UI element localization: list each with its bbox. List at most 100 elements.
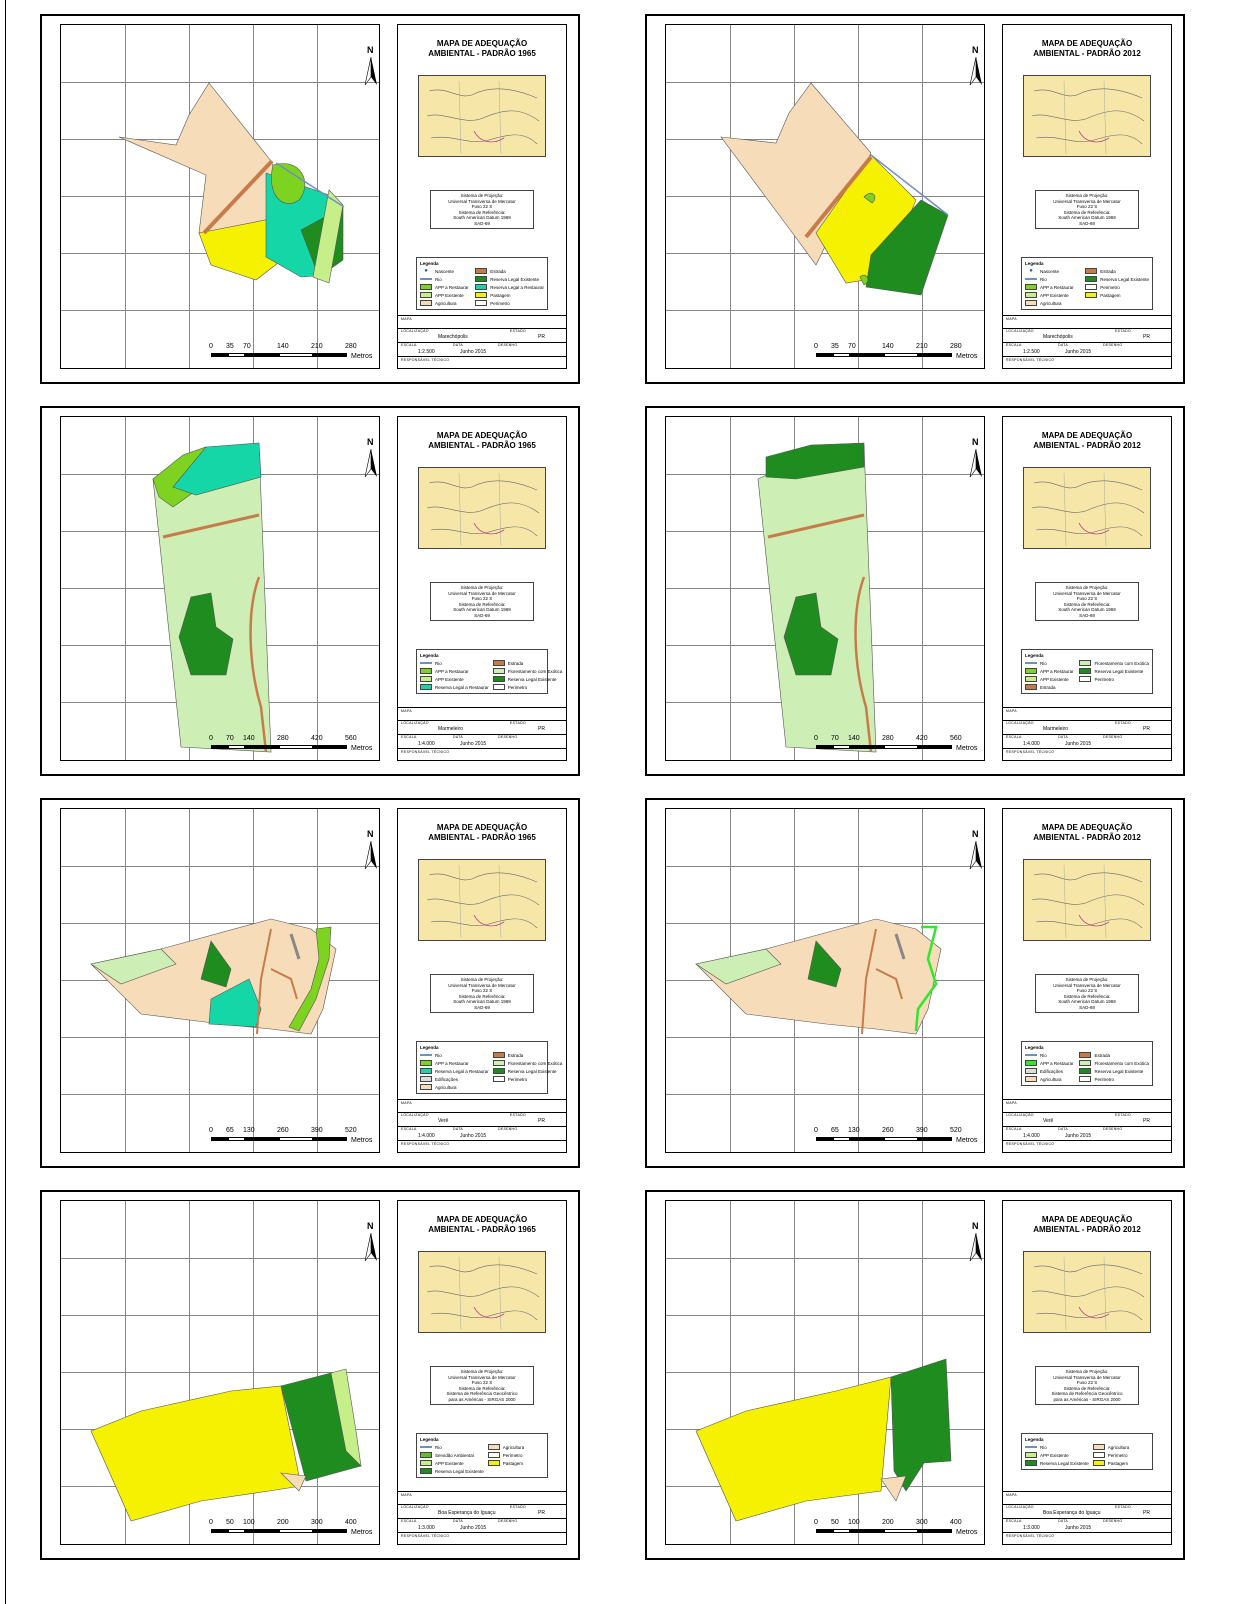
scale-tick-label: 70 — [831, 735, 839, 742]
grid-line — [253, 1201, 254, 1544]
legend-title: Legenda — [420, 261, 439, 266]
legend-label: Nascente — [1040, 268, 1060, 274]
projection-line: SAD-69 — [474, 612, 490, 618]
legend-item: Rio — [420, 660, 489, 666]
map-title: MAPA DE ADEQUAÇÃO AMBIENTAL - PADRÃO 196… — [398, 39, 566, 59]
land-use-map — [118, 82, 345, 284]
legend-label: APP Existente — [1040, 292, 1069, 298]
land-use-polygon — [890, 1358, 952, 1492]
tb-label-responsavel: RESPONSÁVEL TÉCNICO — [1006, 1142, 1055, 1146]
scale-segment — [850, 353, 884, 357]
land-use-polygon — [695, 1376, 892, 1522]
legend-item: Reserva Legal Existente — [1085, 276, 1149, 282]
tb-label-responsavel: RESPONSÁVEL TÉCNICO — [1006, 750, 1055, 754]
map-title-line2: AMBIENTAL - PADRÃO 2012 — [1033, 49, 1141, 58]
linear-feature — [270, 968, 298, 1000]
grid-line — [666, 1258, 984, 1259]
scale-segment — [884, 1529, 918, 1533]
land-use-polygon — [90, 948, 177, 985]
legend-swatch — [1025, 1460, 1037, 1466]
legend-item: Estrada — [475, 268, 544, 274]
legend-swatch — [1025, 1060, 1037, 1066]
legend-item: Servidão Ambiental — [420, 1452, 484, 1458]
legend-title: Legenda — [1025, 1437, 1044, 1442]
projection-line: Universal Transversa de Mercator — [448, 1374, 516, 1380]
scale-segment — [279, 1137, 313, 1141]
north-label: N — [367, 437, 374, 447]
map-legend: Legenda Rio Agricultura Servidão Ambiental P… — [416, 1433, 548, 1478]
tb-label-responsavel: RESPONSÁVEL TÉCNICO — [401, 358, 450, 362]
map-legend: Legenda Rio Agricultura APP Existente Períme… — [1021, 1433, 1153, 1470]
legend-item: Estrada — [1079, 1052, 1149, 1058]
projection-line: SAD-69 — [1079, 220, 1095, 226]
legend-swatch — [420, 1068, 432, 1074]
legend-item: Agricultura — [420, 300, 471, 306]
legend-label: Reserva Legal Existente — [490, 276, 539, 282]
map-sidebar: MAPA DE ADEQUAÇÃO AMBIENTAL - PADRÃO 201… — [1002, 1200, 1172, 1545]
north-arrow-icon — [364, 448, 377, 478]
scale-tick-label: 420 — [311, 735, 323, 742]
grid-line — [794, 1201, 795, 1544]
legend-swatch — [1092, 1452, 1105, 1458]
tb-label-data: DATA — [1058, 735, 1069, 739]
projection-line: South American Datum 1969 — [1058, 215, 1116, 220]
legend-swatch — [492, 660, 505, 666]
tb-label-data: DATA — [453, 1127, 464, 1131]
legend-item: Rio — [1025, 1444, 1089, 1450]
legend-item: APP Existente — [420, 292, 471, 298]
scale-tick-label: 280 — [882, 735, 894, 742]
data-value: Junho 2015 — [1065, 1525, 1092, 1531]
scale-segment — [816, 745, 833, 749]
tb-label-responsavel: RESPONSÁVEL TÉCNICO — [401, 1142, 450, 1146]
legend-swatch — [420, 284, 432, 290]
localizacao-value: Boa Esperança do Iguaçu — [438, 1510, 496, 1516]
scale-segment — [211, 353, 228, 357]
scale-bar: 0 70 140 280 420 560 Metros — [814, 735, 984, 760]
legend-item: Reserva Legal Existente — [1025, 1460, 1089, 1466]
map-legend: Legenda ● Nascente Estrada Rio Reserva Legal … — [1021, 257, 1153, 310]
legend-item: Reserva Legal Existente — [1079, 668, 1149, 674]
legend-label: Perimetro — [1094, 1076, 1114, 1082]
legend-swatch — [1025, 278, 1037, 280]
tb-label-localizacao: LOCALIZAÇÃO — [1006, 329, 1034, 333]
estado-value: PR — [1143, 334, 1150, 340]
estado-value: PR — [1143, 1510, 1150, 1516]
map-title: MAPA DE ADEQUAÇÃO AMBIENTAL - PADRÃO 201… — [1003, 823, 1171, 843]
grid-line — [666, 82, 984, 83]
legend-item: Perimetro — [475, 300, 544, 306]
scale-tick-label: 560 — [950, 735, 962, 742]
map-panel: N 0 35 70 140 210 280 Metros MAPA DE ADEQUAÇÃO… — [645, 14, 1185, 384]
scale-unit: Metros — [956, 1137, 978, 1144]
scale-unit: Metros — [956, 353, 978, 360]
grid-line — [61, 310, 379, 311]
scale-tick-label: 200 — [882, 1519, 894, 1526]
legend-item: Agricultura — [1025, 1076, 1075, 1082]
tb-label-responsavel: RESPONSÁVEL TÉCNICO — [401, 750, 450, 754]
grid-line — [666, 1037, 984, 1038]
escala-value: 1:4.000 — [418, 1133, 435, 1139]
linear-feature — [875, 968, 903, 1000]
escala-value: 1:3.000 — [1023, 1525, 1040, 1531]
legend-label: Estrada — [507, 660, 524, 666]
linear-feature — [914, 925, 938, 1032]
legend-item: APP Existente — [1025, 676, 1075, 682]
map-sidebar: MAPA DE ADEQUAÇÃO AMBIENTAL - PADRÃO 201… — [1002, 808, 1172, 1153]
legend-swatch — [1079, 676, 1092, 682]
projection-line: Sistema de Referência: — [458, 209, 506, 215]
map-title: MAPA DE ADEQUAÇÃO AMBIENTAL - PADRÃO 201… — [1003, 431, 1171, 451]
localizacao-value: Marechópolis — [1043, 334, 1073, 340]
legend-item: Rio — [420, 1444, 484, 1450]
scale-tick-label: 560 — [345, 735, 357, 742]
scale-segment — [228, 1137, 245, 1141]
tb-label-escala: ESCALA — [1006, 735, 1022, 739]
legend-swatch — [420, 662, 432, 664]
map-panel: N 0 70 140 280 420 560 Metros MAPA DE ADEQUAÇÃ… — [40, 406, 580, 776]
projection-line: Sistema de Referência: — [1063, 1385, 1111, 1391]
legend-item: Perimetro — [1085, 284, 1149, 290]
legend-swatch — [492, 1068, 505, 1074]
location-inset-map — [1023, 467, 1151, 549]
legend-item: APP Existente — [1025, 1452, 1089, 1458]
projection-line: Universal Transversa de Mercator — [1053, 590, 1121, 596]
scale-segment — [833, 1137, 850, 1141]
grid-line — [730, 25, 731, 368]
